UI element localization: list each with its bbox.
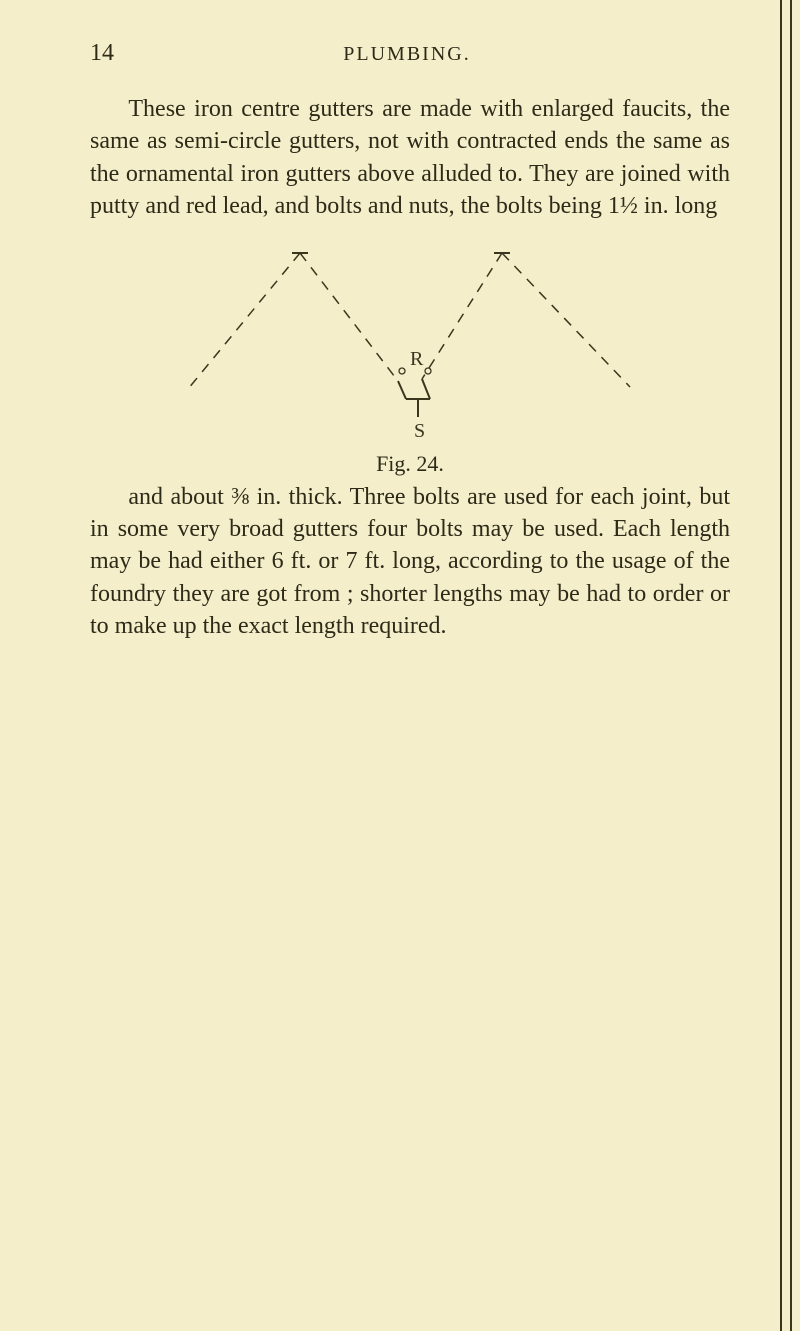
body-text-top: These iron centre gutters are made with … (90, 93, 730, 223)
svg-text:S: S (414, 420, 425, 442)
figure-24: RS Fig. 24. (90, 239, 730, 477)
paragraph-1: These iron centre gutters are made with … (90, 93, 730, 223)
paragraph-2: and about ⅜ in. thick. Three bolts are u… (90, 481, 730, 643)
body-text-bottom: and about ⅜ in. thick. Three bolts are u… (90, 481, 730, 643)
page-header: 14 PLUMBING. (90, 40, 730, 67)
figure-24-svg: RS (170, 239, 650, 449)
svg-text:R: R (410, 348, 424, 370)
page-right-rule (780, 0, 792, 1331)
book-page: 14 PLUMBING. These iron centre gutters a… (0, 0, 800, 1331)
figure-caption: Fig. 24. (90, 451, 730, 477)
running-title: PLUMBING. (114, 43, 700, 66)
page-number: 14 (90, 40, 114, 67)
